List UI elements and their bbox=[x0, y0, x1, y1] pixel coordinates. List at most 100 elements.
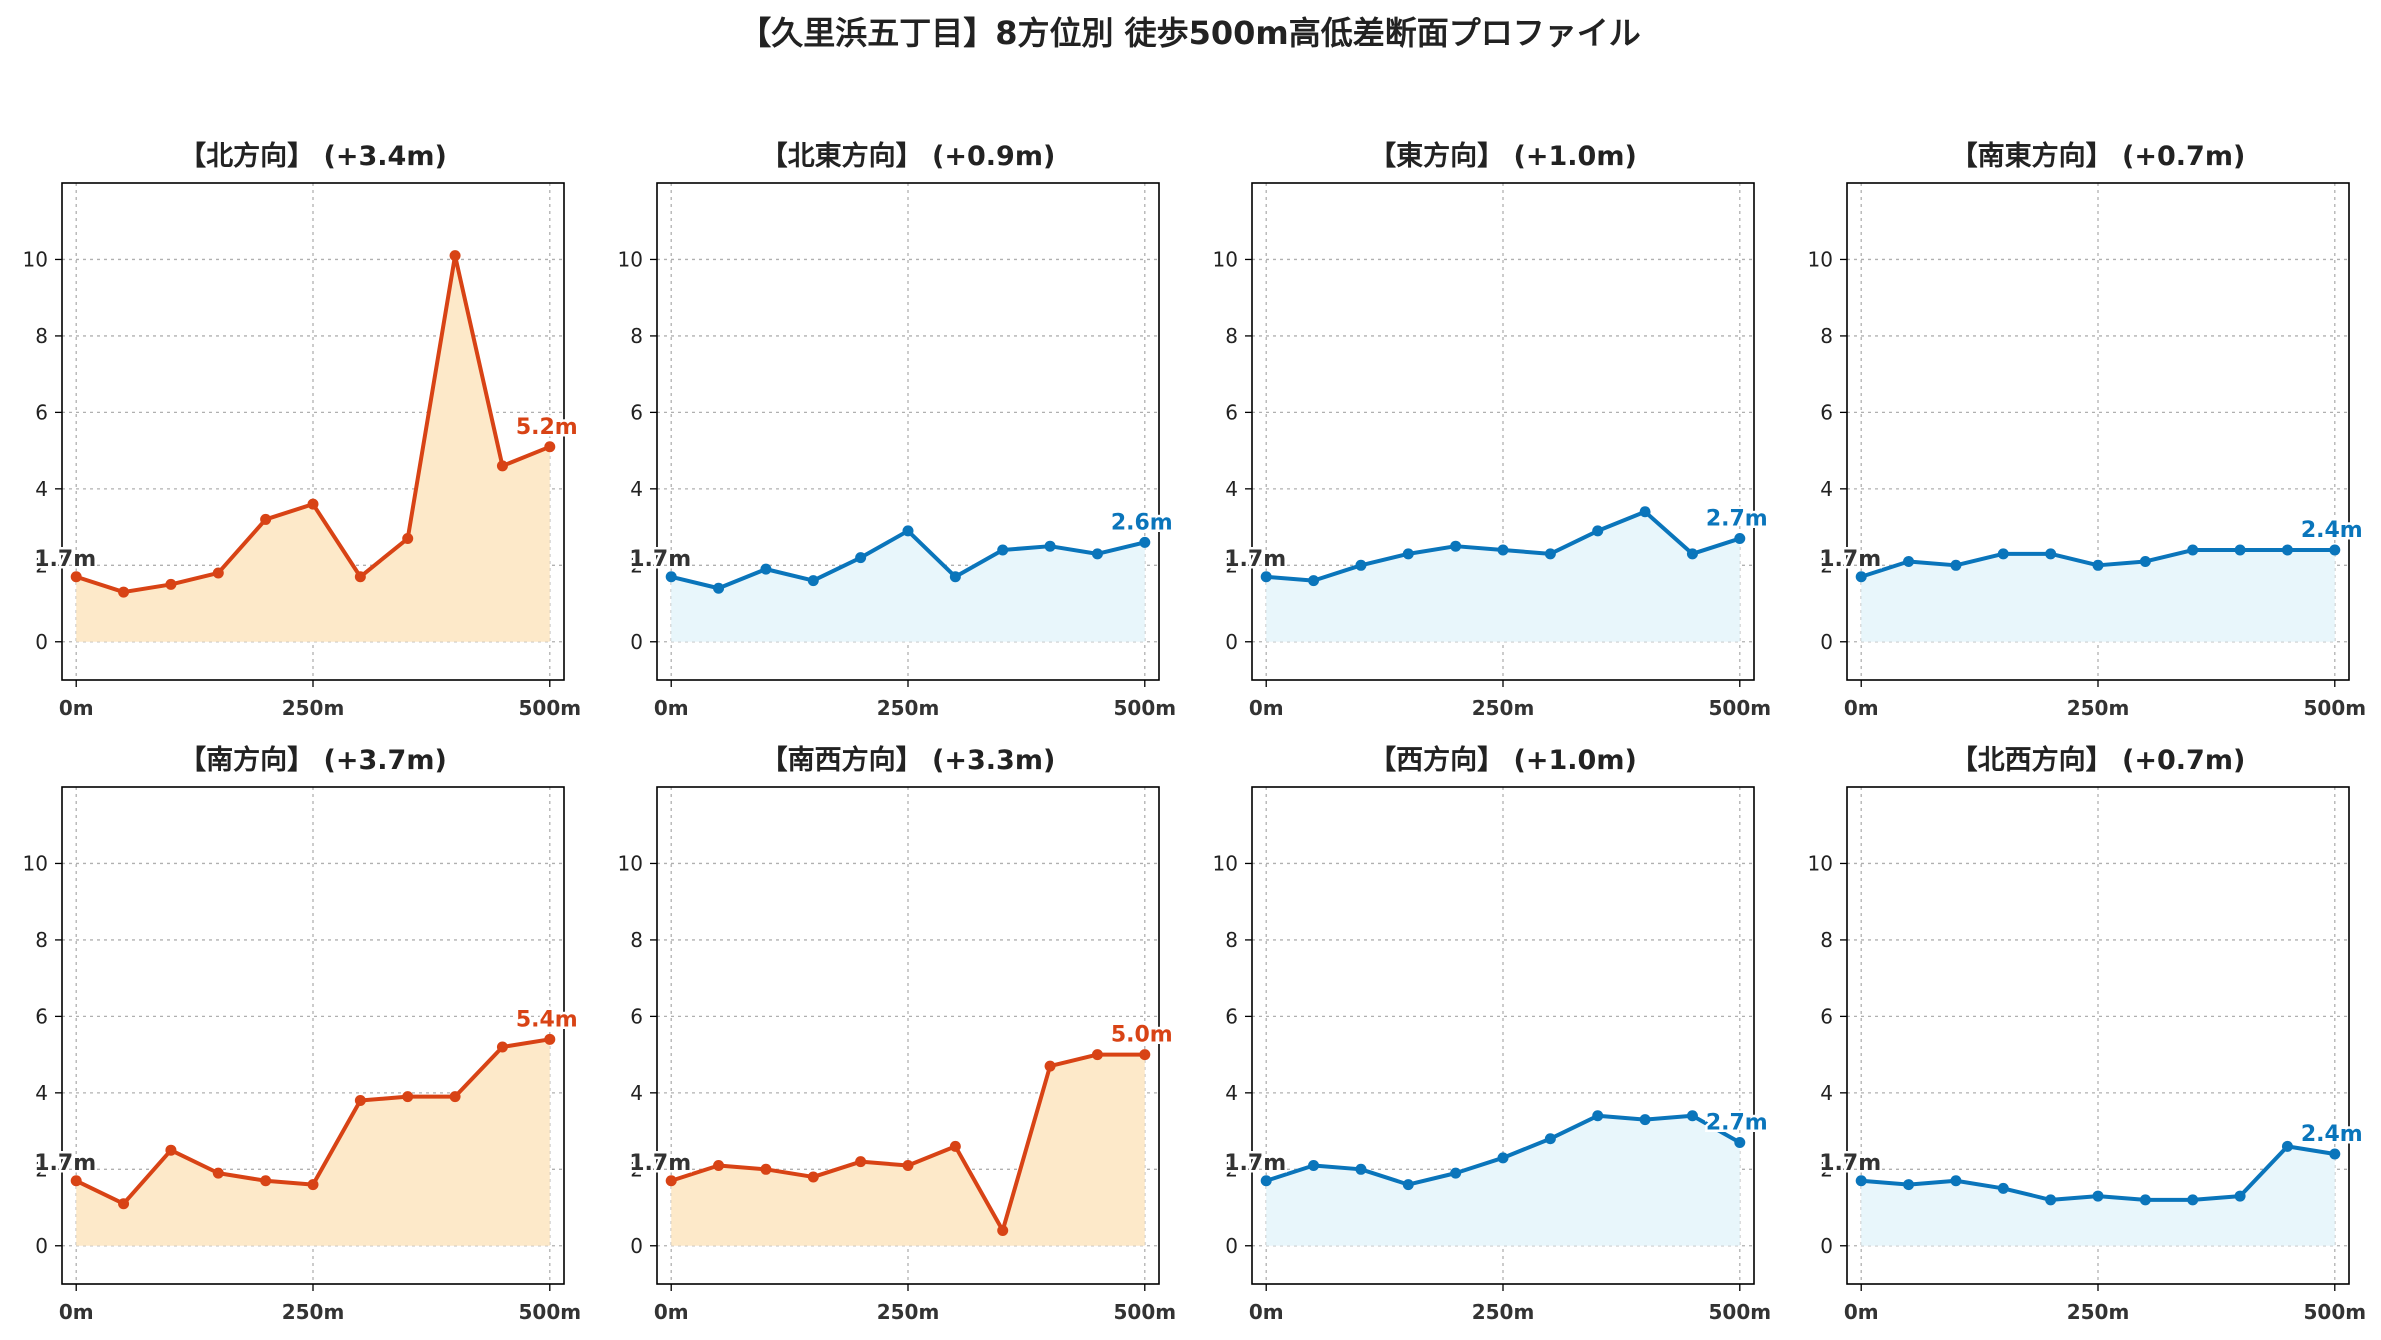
elevation-area bbox=[671, 530, 1145, 642]
end-elevation-label: 2.4m bbox=[2301, 1122, 2363, 1147]
data-point bbox=[449, 250, 461, 262]
x-tick-label: 250m bbox=[2067, 1300, 2130, 1324]
y-tick-label: 8 bbox=[1225, 324, 1238, 348]
data-point bbox=[496, 460, 508, 472]
data-point bbox=[496, 1041, 508, 1053]
start-elevation-label: 1.7m bbox=[629, 547, 691, 572]
data-point bbox=[2045, 1194, 2057, 1206]
data-point bbox=[165, 578, 177, 590]
elevation-area bbox=[671, 1054, 1145, 1246]
y-tick-label: 6 bbox=[630, 1004, 643, 1028]
data-point bbox=[118, 586, 130, 598]
data-point bbox=[2234, 544, 2246, 556]
x-tick-label: 250m bbox=[877, 1300, 940, 1324]
data-point bbox=[949, 571, 961, 583]
y-tick-label: 0 bbox=[35, 630, 48, 654]
elevation-area bbox=[76, 255, 550, 642]
data-point bbox=[2092, 559, 2104, 571]
x-tick-label: 500m bbox=[1113, 696, 1176, 720]
end-elevation-label: 2.4m bbox=[2301, 518, 2363, 543]
y-tick-label: 2 bbox=[35, 553, 48, 577]
data-point bbox=[1044, 1060, 1056, 1072]
y-tick-label: 8 bbox=[1225, 928, 1238, 952]
x-tick-label: 0m bbox=[654, 696, 689, 720]
data-point bbox=[1402, 548, 1414, 560]
data-point bbox=[665, 571, 677, 583]
y-tick-label: 10 bbox=[1213, 851, 1238, 875]
data-point bbox=[1950, 559, 1962, 571]
data-point bbox=[807, 1171, 819, 1183]
end-elevation-label: 5.4m bbox=[516, 1007, 578, 1032]
data-point bbox=[855, 1156, 867, 1168]
data-point bbox=[1402, 1179, 1414, 1191]
data-point bbox=[1734, 1137, 1746, 1149]
end-elevation-label: 2.7m bbox=[1706, 1111, 1768, 1136]
x-tick-label: 500m bbox=[1113, 1300, 1176, 1324]
y-tick-label: 0 bbox=[630, 630, 643, 654]
data-point bbox=[1139, 536, 1151, 548]
data-point bbox=[1592, 525, 1604, 537]
x-tick-label: 500m bbox=[1708, 696, 1771, 720]
x-tick-label: 250m bbox=[282, 696, 345, 720]
x-tick-label: 0m bbox=[59, 1300, 94, 1324]
data-point bbox=[2281, 1140, 2293, 1152]
panel-chart: 【北方向】 (+3.4m) 0 2 4 6 8 10 0m 250m 500m 1.7m 5.2m bbox=[23, 140, 582, 720]
y-tick-label: 6 bbox=[1225, 1004, 1238, 1028]
data-point bbox=[1497, 1152, 1509, 1164]
data-point bbox=[354, 1094, 366, 1106]
data-point bbox=[165, 1144, 177, 1156]
y-tick-label: 10 bbox=[618, 851, 643, 875]
data-point bbox=[2187, 544, 2199, 556]
data-point bbox=[1139, 1049, 1151, 1061]
end-elevation-label: 5.2m bbox=[516, 415, 578, 440]
y-tick-label: 8 bbox=[1820, 928, 1833, 952]
data-point bbox=[1686, 548, 1698, 560]
y-tick-label: 2 bbox=[630, 1157, 643, 1181]
data-point bbox=[1686, 1110, 1698, 1122]
data-point bbox=[807, 575, 819, 587]
y-tick-label: 0 bbox=[35, 1234, 48, 1258]
data-point bbox=[1903, 555, 1915, 567]
data-point bbox=[212, 567, 224, 579]
data-point bbox=[307, 498, 319, 510]
x-tick-label: 0m bbox=[1844, 1300, 1879, 1324]
data-point bbox=[2092, 1190, 2104, 1202]
data-point bbox=[544, 1033, 556, 1045]
data-point bbox=[402, 1091, 414, 1103]
y-tick-label: 10 bbox=[1808, 851, 1833, 875]
y-tick-label: 6 bbox=[1820, 1004, 1833, 1028]
y-tick-label: 8 bbox=[35, 928, 48, 952]
data-point bbox=[1355, 1163, 1367, 1175]
panel-title: 【北方向】 (+3.4m) bbox=[179, 140, 447, 172]
data-point bbox=[1450, 1167, 1462, 1179]
x-tick-label: 500m bbox=[518, 1300, 581, 1324]
y-tick-label: 6 bbox=[1820, 400, 1833, 424]
y-tick-label: 2 bbox=[1820, 553, 1833, 577]
y-tick-label: 8 bbox=[35, 324, 48, 348]
data-point bbox=[2234, 1190, 2246, 1202]
y-tick-label: 2 bbox=[35, 1157, 48, 1181]
y-tick-label: 4 bbox=[630, 1081, 643, 1105]
end-elevation-label: 2.6m bbox=[1111, 510, 1173, 535]
y-tick-label: 10 bbox=[1808, 247, 1833, 271]
x-tick-label: 0m bbox=[59, 696, 94, 720]
y-tick-label: 6 bbox=[35, 400, 48, 424]
data-point bbox=[1544, 548, 1556, 560]
panel-chart: 【南西方向】 (+3.3m) 0 2 4 6 8 10 0m 250m 500m 1.7m 5.0m bbox=[618, 744, 1177, 1324]
elevation-area bbox=[1266, 511, 1740, 642]
data-point bbox=[260, 513, 272, 525]
y-tick-label: 8 bbox=[1820, 324, 1833, 348]
data-point bbox=[70, 571, 82, 583]
data-point bbox=[902, 525, 914, 537]
data-point bbox=[949, 1140, 961, 1152]
panel-chart: 【南方向】 (+3.7m) 0 2 4 6 8 10 0m 250m 500m 1.7m 5.4m bbox=[23, 744, 582, 1324]
data-point bbox=[1260, 571, 1272, 583]
data-point bbox=[70, 1175, 82, 1187]
y-tick-label: 0 bbox=[1820, 630, 1833, 654]
y-tick-label: 4 bbox=[1225, 1081, 1238, 1105]
x-tick-label: 250m bbox=[1472, 696, 1535, 720]
y-tick-label: 4 bbox=[35, 1081, 48, 1105]
x-tick-label: 0m bbox=[1844, 696, 1879, 720]
data-point bbox=[1734, 533, 1746, 545]
